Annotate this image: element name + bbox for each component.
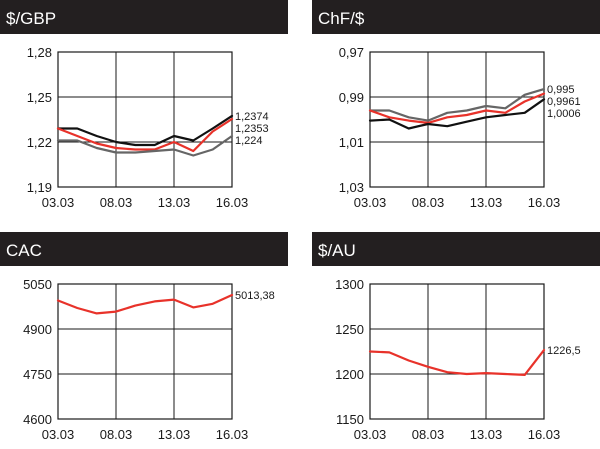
end-value-label: 1,0006 [547,108,581,120]
panel-header-bar [0,0,288,34]
x-tick-label: 13.03 [470,195,503,210]
series-line-2 [368,92,546,125]
y-tick-label: 1200 [335,367,364,382]
x-tick-label: 08.03 [100,427,133,442]
series-line-1 [56,114,234,147]
end-value-label: 1226,5 [547,345,581,357]
y-tick-label: 0,99 [339,90,364,105]
end-value-label: 5013,38 [235,290,275,302]
end-value-label: 1,2374 [235,111,269,123]
y-tick-label: 1,25 [27,90,52,105]
series-line-3 [56,134,234,157]
series-line-1 [368,87,546,122]
y-tick-label: 0,97 [339,45,364,60]
y-tick-label: 1,22 [27,135,52,150]
end-value-label: 1,224 [235,135,263,147]
x-tick-label: 16.03 [216,195,249,210]
plot-frame [369,283,545,420]
y-tick-label: 1,19 [27,180,52,195]
y-tick-label: 4750 [23,367,52,382]
end-value-label: 0,9961 [547,96,581,108]
x-tick-label: 16.03 [216,427,249,442]
x-tick-label: 03.03 [42,195,75,210]
panel-header-bar [312,232,600,266]
x-tick-label: 03.03 [354,195,387,210]
y-tick-label: 5050 [23,277,52,292]
y-tick-label: 1250 [335,322,364,337]
y-tick-label: 4600 [23,412,52,427]
y-tick-label: 1300 [335,277,364,292]
x-tick-label: 08.03 [100,195,133,210]
series-line-1 [368,349,546,376]
y-tick-label: 1,28 [27,45,52,60]
x-tick-label: 03.03 [42,427,75,442]
panel-header-bar [312,0,600,34]
end-value-label: 0,995 [547,84,575,96]
plot-frame [57,283,233,420]
panel-header-bar [0,232,288,266]
x-tick-label: 03.03 [354,427,387,442]
x-tick-label: 08.03 [412,195,445,210]
panel-title: $/AU [318,241,356,260]
y-tick-label: 1150 [336,412,364,427]
x-tick-label: 13.03 [158,427,191,442]
x-tick-label: 16.03 [528,195,561,210]
panel-title: ChF/$ [318,9,365,28]
y-tick-label: 1,03 [339,180,364,195]
y-tick-label: 1,01 [339,135,364,150]
end-value-label: 1,2353 [235,123,269,135]
x-tick-label: 16.03 [528,427,561,442]
plot-frame [57,51,233,188]
series-line-1 [56,293,234,315]
y-tick-label: 4900 [23,322,52,337]
x-tick-label: 08.03 [412,427,445,442]
panel-title: CAC [6,241,42,260]
series-line-2 [56,117,234,153]
series-line-3 [368,98,546,130]
x-tick-label: 13.03 [470,427,503,442]
panel-title: $/GBP [6,9,56,28]
x-tick-label: 13.03 [158,195,191,210]
